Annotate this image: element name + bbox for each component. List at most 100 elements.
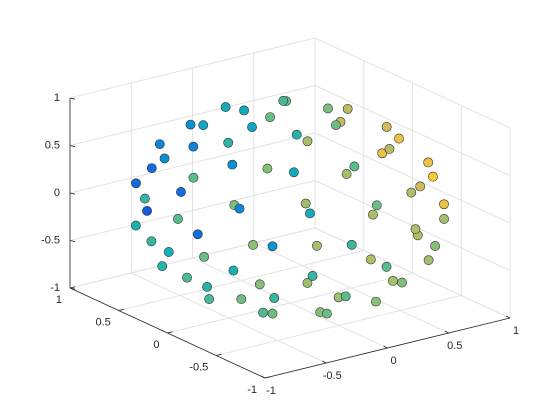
point [439,214,449,224]
tick-mark [322,360,327,364]
point [291,129,302,140]
point [349,161,360,172]
point [248,239,258,250]
tick-mark [264,376,271,379]
point [265,112,275,122]
point [365,254,376,265]
point [394,133,404,144]
point [254,279,265,290]
point [305,208,315,219]
point [406,187,417,198]
point [176,187,186,197]
grid-line [69,227,316,289]
point [388,275,398,286]
point [323,103,333,114]
y-tick-label: -1 [247,384,257,396]
point [199,251,209,262]
y-tick-label: -0.5 [189,361,208,373]
point [228,265,239,276]
point [311,240,322,251]
point [410,224,421,235]
tick-mark [216,353,222,356]
point [340,291,351,302]
point [430,241,440,251]
point [163,247,174,257]
point [142,205,152,216]
tick-mark [505,315,511,319]
z-tick-label: -0.5 [41,234,60,246]
point [262,163,273,174]
tick-mark [69,240,76,243]
tick-mark [69,286,76,289]
point [236,294,247,305]
point [182,272,192,283]
z-tick-label: 1 [54,92,60,104]
grid-line [118,250,364,311]
point [342,103,353,114]
point [131,178,141,189]
tick-mark [383,345,388,349]
point [371,296,381,307]
point [341,169,352,179]
point [258,307,268,318]
point [302,136,313,147]
point [234,203,245,214]
x-tick-label: -1 [266,385,276,397]
point [173,214,183,224]
point [227,159,238,170]
tick-mark [69,145,76,148]
point [307,271,318,281]
z-tick-label: -1 [50,282,60,294]
point [146,236,157,247]
point [267,241,278,252]
point [239,105,249,116]
tick-mark [69,97,76,100]
point [381,121,392,132]
point [146,163,157,173]
point [423,255,434,266]
point [439,199,449,210]
point [192,229,203,240]
point [397,277,407,288]
x-tick-label: 1 [513,325,519,337]
point [322,308,332,319]
point [267,308,278,319]
y-tick-label: 0.5 [95,316,110,328]
point [381,261,392,272]
z-tick-label: 0 [54,187,60,199]
point [130,220,141,231]
point [159,153,170,164]
point [157,261,168,272]
z-tick-label: 0.5 [45,139,60,151]
x-tick-label: 0 [390,355,396,367]
point [185,119,196,130]
point [247,122,257,132]
point [346,239,357,250]
point [368,209,378,220]
tick-mark [260,375,266,379]
point [300,198,311,209]
tick-mark [69,192,76,195]
y-tick-label: 0 [153,339,159,351]
tick-mark [444,330,449,334]
point [198,120,209,131]
y-tick-label: 1 [56,294,62,306]
point [188,172,199,183]
point [302,278,313,288]
point [423,157,434,168]
point [220,102,231,112]
x-tick-label: -0.5 [323,370,342,382]
point [204,294,215,304]
tick-mark [118,308,124,311]
point [139,193,150,204]
grid-line [216,295,462,356]
point [278,95,289,106]
point [384,143,395,154]
grid-line [167,272,413,334]
point [331,120,341,130]
point [223,137,234,148]
point [288,167,299,178]
point [415,181,426,192]
point [202,281,212,292]
